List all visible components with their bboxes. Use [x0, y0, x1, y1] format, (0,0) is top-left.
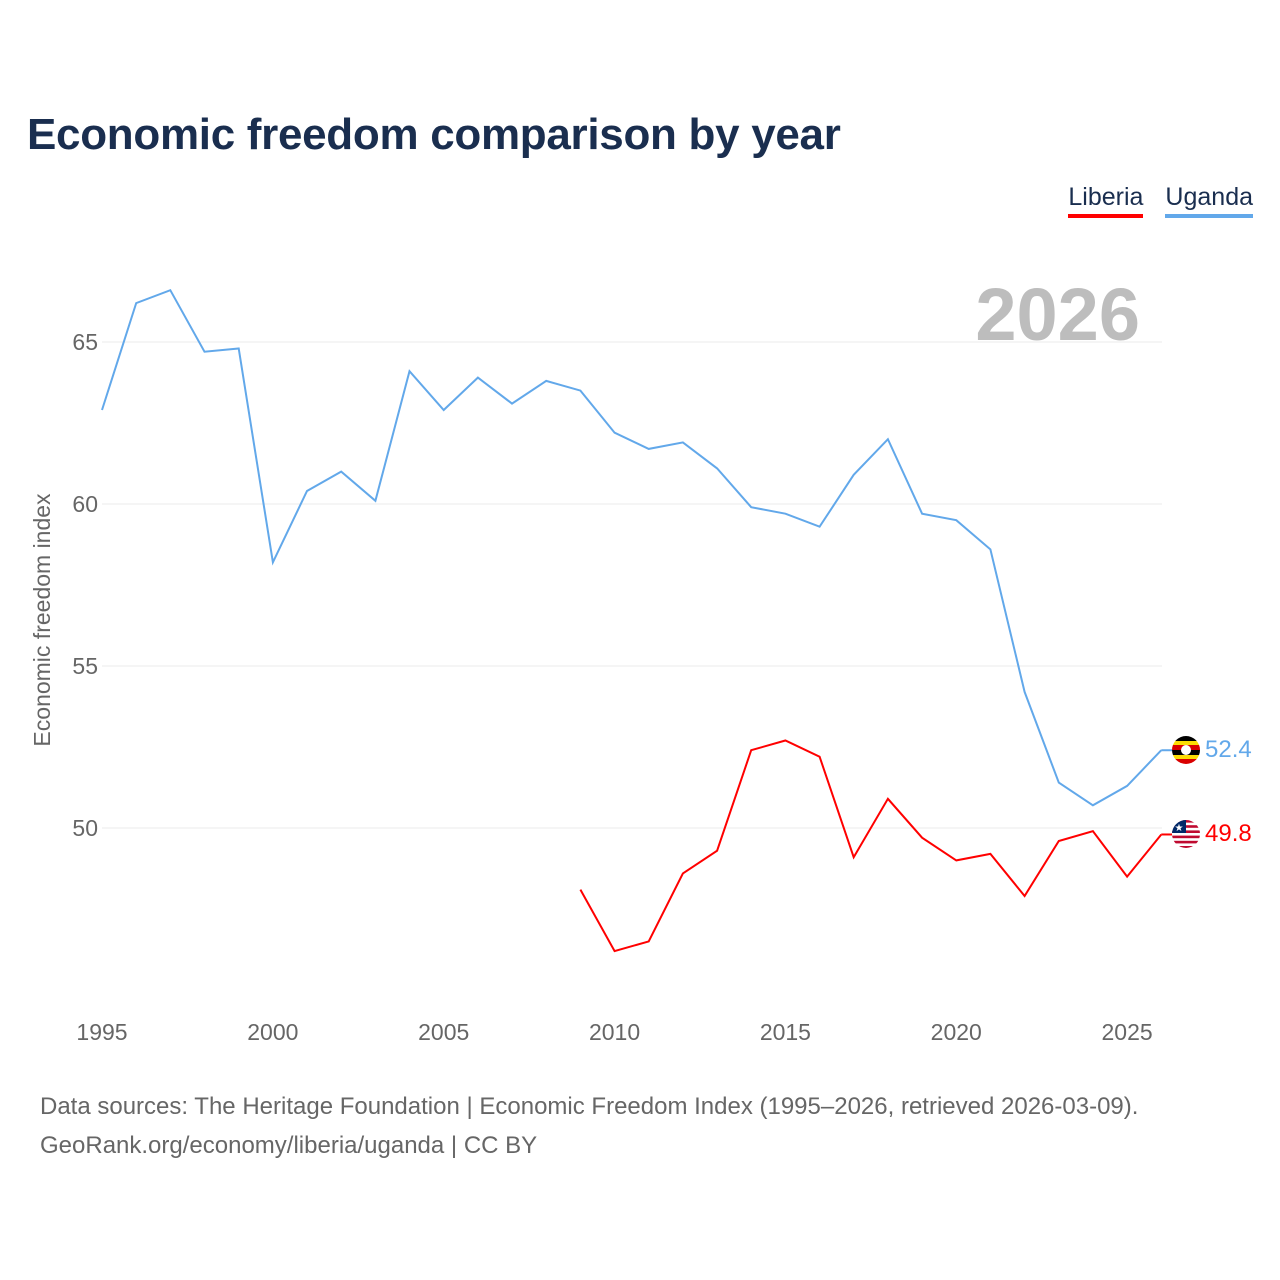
data-point-liberia[interactable] [748, 747, 754, 753]
y-axis-label: Economic freedom index [29, 493, 55, 747]
data-point-uganda[interactable] [99, 407, 105, 413]
data-point-liberia[interactable] [1022, 893, 1028, 899]
data-point-uganda[interactable] [1124, 783, 1130, 789]
data-point-uganda[interactable] [1090, 802, 1096, 808]
legend: Liberia Uganda [1068, 183, 1253, 218]
x-tick-label: 2015 [760, 1019, 811, 1045]
data-point-uganda[interactable] [133, 300, 139, 306]
x-tick-label: 2000 [247, 1019, 298, 1045]
data-point-uganda[interactable] [748, 504, 754, 510]
data-point-uganda[interactable] [851, 472, 857, 478]
data-point-uganda[interactable] [646, 446, 652, 452]
data-point-uganda[interactable] [953, 517, 959, 523]
y-tick-label: 65 [72, 329, 98, 355]
data-point-liberia[interactable] [953, 857, 959, 863]
data-point-uganda[interactable] [509, 401, 515, 407]
data-point-uganda[interactable] [338, 469, 344, 475]
x-tick-label: 1995 [76, 1019, 127, 1045]
data-point-liberia[interactable] [987, 851, 993, 857]
data-point-liberia[interactable] [919, 835, 925, 841]
data-point-uganda[interactable] [236, 345, 242, 351]
uganda-flag-icon [1172, 736, 1200, 764]
data-point-uganda[interactable] [612, 430, 618, 436]
x-tick-label: 2010 [589, 1019, 640, 1045]
data-point-uganda[interactable] [543, 378, 549, 384]
data-point-uganda[interactable] [270, 559, 276, 565]
data-point-uganda[interactable] [1056, 780, 1062, 786]
data-point-uganda[interactable] [441, 407, 447, 413]
data-point-liberia[interactable] [851, 854, 857, 860]
data-point-liberia[interactable] [1090, 828, 1096, 834]
x-tick-label: 2025 [1102, 1019, 1153, 1045]
data-point-uganda[interactable] [919, 511, 925, 517]
data-point-uganda[interactable] [885, 436, 891, 442]
y-tick-label: 60 [72, 491, 98, 517]
source-note: Data sources: The Heritage Foundation | … [40, 1087, 1138, 1165]
y-tick-label: 50 [72, 815, 98, 841]
data-point-uganda[interactable] [987, 546, 993, 552]
source-line-2[interactable]: GeoRank.org/economy/liberia/uganda | CC … [40, 1132, 538, 1159]
data-point-liberia[interactable] [1124, 874, 1130, 880]
data-point-liberia[interactable] [817, 754, 823, 760]
data-point-uganda[interactable] [407, 368, 413, 374]
data-point-uganda[interactable] [577, 388, 583, 394]
data-point-liberia[interactable] [714, 848, 720, 854]
y-tick-label: 55 [72, 653, 98, 679]
source-line-1: Data sources: The Heritage Foundation | … [40, 1093, 1139, 1120]
data-point-uganda[interactable] [475, 375, 481, 381]
series-line-liberia [579, 739, 1163, 953]
data-point-uganda[interactable] [202, 349, 208, 355]
svg-text:★: ★ [1175, 823, 1184, 834]
legend-item-uganda[interactable]: Uganda [1165, 183, 1253, 218]
uganda-end-value: 52.4 [1205, 736, 1252, 763]
data-point-uganda[interactable] [167, 287, 173, 293]
series-line-uganda [101, 288, 1163, 807]
data-point-liberia[interactable] [646, 938, 652, 944]
data-point-uganda[interactable] [680, 439, 686, 445]
data-point-liberia[interactable] [885, 796, 891, 802]
year-watermark: 2026 [975, 273, 1140, 356]
data-point-liberia[interactable] [680, 870, 686, 876]
liberia-end-value: 49.8 [1205, 820, 1252, 847]
chart-title: Economic freedom comparison by year [27, 110, 841, 159]
liberia-flag-icon: ★ [1172, 820, 1200, 848]
x-tick-label: 2020 [931, 1019, 982, 1045]
data-point-liberia[interactable] [577, 887, 583, 893]
data-point-liberia[interactable] [782, 738, 788, 744]
x-tick-label: 2005 [418, 1019, 469, 1045]
data-point-liberia[interactable] [612, 948, 618, 954]
data-point-uganda[interactable] [782, 511, 788, 517]
data-point-liberia[interactable] [1056, 838, 1062, 844]
data-point-uganda[interactable] [1022, 689, 1028, 695]
data-point-uganda[interactable] [304, 488, 310, 494]
data-point-uganda[interactable] [372, 498, 378, 504]
data-point-uganda[interactable] [817, 524, 823, 530]
legend-item-liberia[interactable]: Liberia [1068, 183, 1144, 218]
data-point-uganda[interactable] [714, 465, 720, 471]
